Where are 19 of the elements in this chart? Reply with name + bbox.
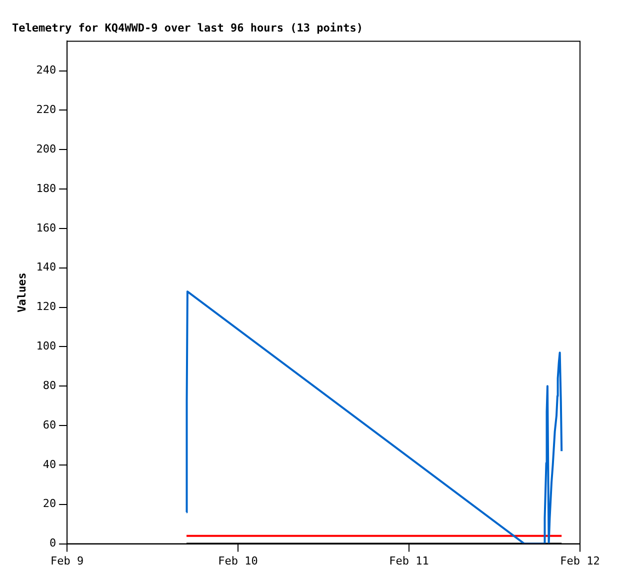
chart-title: Telemetry for KQ4WWD-9 over last 96 hours (13 points) <box>12 21 363 34</box>
x-tick-label: Feb 9 <box>50 554 84 568</box>
y-tick-label: 240 <box>36 64 56 77</box>
y-tick-label: 80 <box>42 378 56 392</box>
x-tick-label: Feb 12 <box>560 554 600 568</box>
y-tick-label: 0 <box>49 536 56 550</box>
y-tick-label: 200 <box>36 142 56 156</box>
y-tick-label: 100 <box>36 340 56 353</box>
y-tick-label: 180 <box>36 182 56 195</box>
y-tick-label: 20 <box>42 497 56 510</box>
y-axis-title: Values <box>15 272 28 312</box>
x-tick-label: Feb 10 <box>218 554 258 568</box>
y-tick-label: 140 <box>36 260 56 274</box>
y-tick-label: 40 <box>42 458 56 471</box>
y-tick-label: 60 <box>42 418 56 432</box>
y-tick-label: 120 <box>36 300 56 314</box>
x-tick-label: Feb 11 <box>389 554 429 568</box>
y-tick-label: 160 <box>36 221 56 234</box>
y-tick-label: 220 <box>36 103 56 116</box>
